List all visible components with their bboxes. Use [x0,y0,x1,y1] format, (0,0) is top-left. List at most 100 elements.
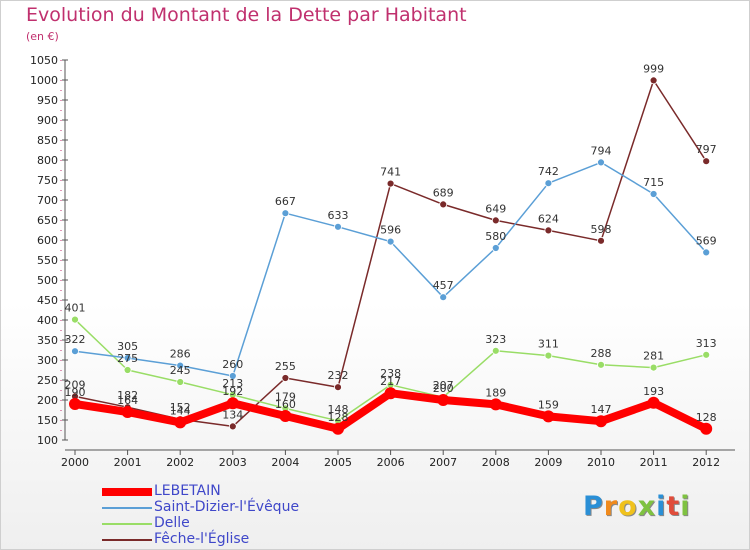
data-point [228,372,237,380]
data-label: 192 [222,385,243,398]
data-point [176,361,185,370]
data-label: 313 [696,337,717,350]
data-point [123,354,132,362]
x-tick-label: 2003 [219,456,247,469]
data-point [176,378,185,386]
data-label: 286 [170,348,191,361]
data-point [71,315,79,324]
legend-swatch [102,523,152,525]
y-tick-label: 650 [37,214,58,227]
data-label: 260 [222,358,243,371]
data-label: 649 [485,202,506,215]
data-point [386,179,395,188]
proxiti-logo: Proxiti [583,491,691,522]
y-tick-label: 450 [37,294,58,307]
legend-swatch [102,488,152,496]
data-label: 633 [328,209,349,222]
data-label: 245 [170,364,191,377]
data-label: 182 [117,389,138,402]
y-tick-label: 350 [37,334,58,347]
data-point [228,422,237,431]
data-label: 715 [643,176,664,189]
y-tick-label: 500 [37,274,58,287]
x-tick-label: 2010 [587,456,615,469]
data-point [69,398,81,410]
data-label: 741 [380,166,401,179]
data-point [544,179,553,188]
y-tick-label: 800 [37,154,58,167]
data-point [597,360,605,369]
data-point [702,350,711,359]
x-tick-label: 2009 [534,456,562,469]
series-layer [69,76,713,435]
x-tick-label: 2005 [324,456,352,469]
data-label: 217 [380,375,401,388]
data-point [542,410,555,423]
data-point [334,222,342,231]
data-label: 255 [275,360,296,373]
data-label: 457 [433,279,454,292]
data-label: 794 [591,144,612,157]
data-point [281,374,290,382]
y-tick-label: 950 [37,94,58,107]
data-point [123,366,132,374]
data-label: 311 [538,338,559,351]
logo-letter: o [618,491,638,522]
data-label: 152 [170,401,191,414]
data-point [649,76,658,85]
data-label: 999 [643,62,664,75]
legend-label: Fêche-l'Église [154,531,250,547]
x-tick-label: 2002 [166,456,194,469]
data-point [226,397,239,410]
data-point [334,383,342,392]
chart-title: Evolution du Montant de la Dette par Hab… [26,4,467,26]
legend-label: Saint-Dizier-l'Évêque [154,499,300,515]
data-label: 401 [65,302,86,315]
data-label: 232 [328,369,349,382]
data-label: 179 [275,390,296,403]
data-point [491,216,500,225]
data-label: 209 [65,378,86,391]
data-point [544,226,553,235]
data-point [649,190,658,198]
x-tick-label: 2000 [61,456,89,469]
y-tick-label: 250 [37,374,58,387]
data-label: 624 [538,212,559,225]
x-tick-label: 2006 [377,456,405,469]
data-point [489,398,502,411]
data-point [491,346,500,355]
data-point [121,406,134,418]
y-tick-label: 200 [37,394,58,407]
data-label: 288 [591,347,612,360]
data-label: 598 [591,223,612,236]
x-tick-label: 2011 [640,456,668,469]
legend-label: LEBETAIN [154,483,221,499]
data-point [386,237,395,246]
data-label: 160 [275,398,296,411]
data-label: 190 [65,386,86,399]
data-label: 144 [170,404,191,417]
y-tick-label: 100 [37,434,58,447]
data-point [647,396,660,409]
legend-swatch [102,507,152,509]
logo-letter: i [680,491,691,522]
legend-swatch [102,539,152,541]
logo-letter: r [603,491,619,522]
logo-letter: i [656,491,667,522]
data-label: 207 [433,379,454,392]
y-tick-label: 1050 [30,54,58,67]
x-tick-label: 2004 [271,456,299,469]
data-label: 742 [538,165,559,178]
y-tick-label: 850 [37,134,58,147]
data-label: 580 [485,230,506,243]
data-point [597,236,605,245]
data-label: 569 [696,234,717,247]
y-tick-label: 750 [37,174,58,187]
data-label: 134 [222,408,243,421]
data-point [700,422,713,435]
data-label: 213 [222,377,243,390]
data-label: 667 [275,195,296,208]
data-point [544,351,553,360]
